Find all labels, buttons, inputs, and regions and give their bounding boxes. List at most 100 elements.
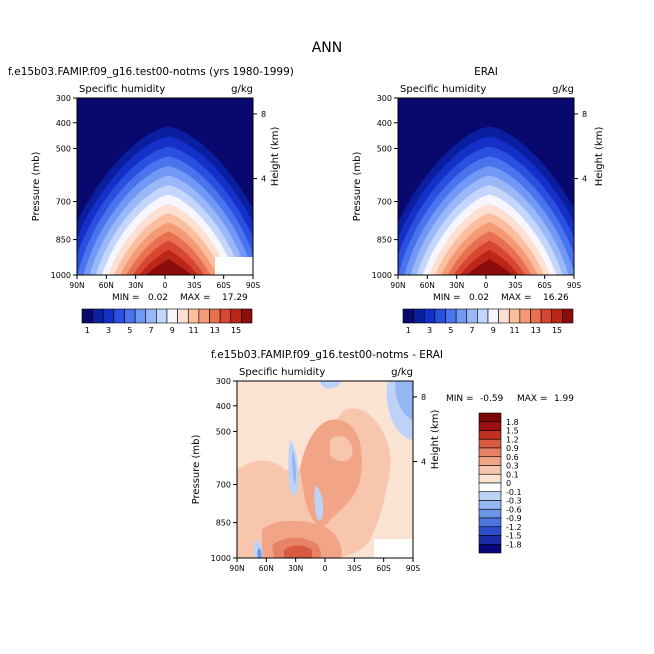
panel-model: f.e15b03.FAMIP.f09_g16.test00-notms (yrs…: [8, 66, 294, 335]
y-axis-label: Pressure (mb): [191, 435, 202, 505]
x-tick-label: 60S: [538, 281, 553, 290]
y-tick-label: 300: [56, 94, 71, 103]
colorbar-tick-label: 1: [406, 326, 411, 335]
contour-band: [257, 548, 262, 558]
colorbar-swatch: [478, 491, 502, 501]
panel-obs-field: [398, 98, 574, 275]
x-tick-label: 90N: [390, 281, 405, 290]
colorbar-tick-label: 11: [188, 326, 198, 335]
km-tick-label: 8: [582, 110, 587, 119]
y-tick-label: 300: [216, 377, 231, 386]
colorbar-tick-label: 0.6: [506, 453, 519, 462]
x-tick-label: 90S: [246, 281, 261, 290]
panel-difference-units: g/kg: [391, 367, 413, 378]
y-tick-label: 700: [377, 198, 392, 207]
colorbar-swatch: [530, 308, 542, 324]
x-tick-label: 60N: [420, 281, 435, 290]
colorbar-swatch: [156, 308, 168, 324]
colorbar-tick-label: 1.5: [506, 427, 519, 436]
colorbar-tick-label: -0.9: [506, 514, 522, 523]
colorbar-swatch: [219, 308, 232, 324]
x-tick-label: 90S: [567, 281, 582, 290]
x-tick-label: 90N: [69, 281, 84, 290]
y-axis-right-label: Height (km): [270, 127, 281, 187]
x-tick-label: 0: [484, 281, 489, 290]
y-tick-label: 500: [56, 144, 71, 153]
y-tick-label: 850: [216, 519, 231, 528]
x-tick-label: 30S: [508, 281, 523, 290]
panel-difference-title: f.e15b03.FAMIP.f09_g16.test00-notms - ER…: [211, 349, 443, 361]
colorbar-swatch: [478, 456, 502, 466]
panel-obs-variable: Specific humidity: [400, 84, 486, 95]
contour-band: [237, 460, 287, 558]
figure-title: ANN: [312, 40, 343, 56]
x-tick-label: 30S: [187, 281, 202, 290]
colorbar-swatch: [478, 500, 502, 510]
colorbar-tick-label: 0: [506, 479, 511, 488]
x-tick-label: 0: [323, 564, 328, 573]
x-tick-label: 90N: [229, 564, 244, 573]
panel-model-title: f.e15b03.FAMIP.f09_g16.test00-notms (yrs…: [8, 66, 294, 78]
colorbar-tick-label: 1.2: [506, 435, 519, 444]
colorbar-swatch: [478, 535, 502, 545]
y-axis-right-label: Height (km): [430, 410, 441, 470]
colorbar-obs: 1 3 5 7 9 11 13 15: [402, 308, 574, 335]
x-tick-label: 60S: [217, 281, 232, 290]
x-tick-label: 90S: [406, 564, 421, 573]
panel-model-max: 17.29: [222, 293, 248, 303]
colorbar-swatch: [423, 308, 436, 324]
colorbar-swatch: [134, 308, 147, 324]
km-tick-label: 8: [261, 110, 266, 119]
colorbar-tick-label: -0.1: [506, 488, 522, 497]
colorbar-tick-label: -0.3: [506, 497, 522, 506]
colorbar-tick-label: 0.1: [506, 470, 519, 479]
colorbar-tick-label: -1.2: [506, 523, 522, 532]
colorbar-swatch: [209, 308, 221, 324]
panel-obs-min-label: MIN =: [433, 293, 461, 303]
x-tick-label: 60N: [99, 281, 114, 290]
panel-obs: ERAI Specific humidity g/kg 300400500700…: [352, 66, 605, 335]
y-tick-label: 400: [377, 119, 392, 128]
colorbar-swatch: [562, 308, 574, 324]
y-axis-label: Pressure (mb): [352, 152, 363, 222]
panel-difference-max: 1.99: [554, 394, 574, 404]
colorbar-swatch: [540, 308, 553, 324]
colorbar-tick-label: 5: [448, 326, 453, 335]
colorbar-swatch: [508, 308, 521, 324]
contour-band: [292, 450, 296, 485]
contour-band: [320, 381, 342, 389]
colorbar-swatch: [145, 308, 157, 324]
y-tick-label: 1000: [211, 554, 231, 563]
km-tick-label: 4: [582, 175, 587, 184]
x-tick-label: 30S: [347, 564, 362, 573]
contour-band: [466, 258, 513, 275]
colorbar-swatch: [478, 430, 502, 440]
colorbar-swatch: [478, 421, 502, 431]
panel-difference: f.e15b03.FAMIP.f09_g16.test00-notms - ER…: [191, 349, 574, 573]
y-tick-label: 850: [56, 236, 71, 245]
colorbar-swatch: [478, 447, 502, 458]
colorbar-tick-label: -1.5: [506, 532, 522, 541]
y-axis-label: Pressure (mb): [31, 152, 42, 222]
y-tick-label: 400: [216, 402, 231, 411]
missing-data-patch: [374, 539, 413, 558]
colorbar-swatch: [81, 308, 93, 324]
colorbar-swatch: [177, 308, 189, 324]
y-tick-label: 700: [56, 198, 71, 207]
contour-band: [314, 485, 324, 521]
colorbar-swatch: [402, 308, 414, 324]
y-tick-label: 500: [216, 427, 231, 436]
x-tick-label: 30N: [128, 281, 143, 290]
x-tick-label: 60S: [377, 564, 392, 573]
colorbar-tick-label: -1.8: [506, 540, 522, 549]
colorbar-swatch: [478, 517, 502, 528]
y-tick-label: 400: [56, 119, 71, 128]
x-tick-label: 30N: [288, 564, 303, 573]
colorbar-swatch: [241, 308, 253, 324]
colorbar-swatch: [445, 308, 457, 324]
colorbar-tick-label: 1: [85, 326, 90, 335]
missing-data-patch: [215, 257, 253, 275]
x-tick-label: 60N: [259, 564, 274, 573]
y-axis-right-label: Height (km): [594, 127, 605, 187]
